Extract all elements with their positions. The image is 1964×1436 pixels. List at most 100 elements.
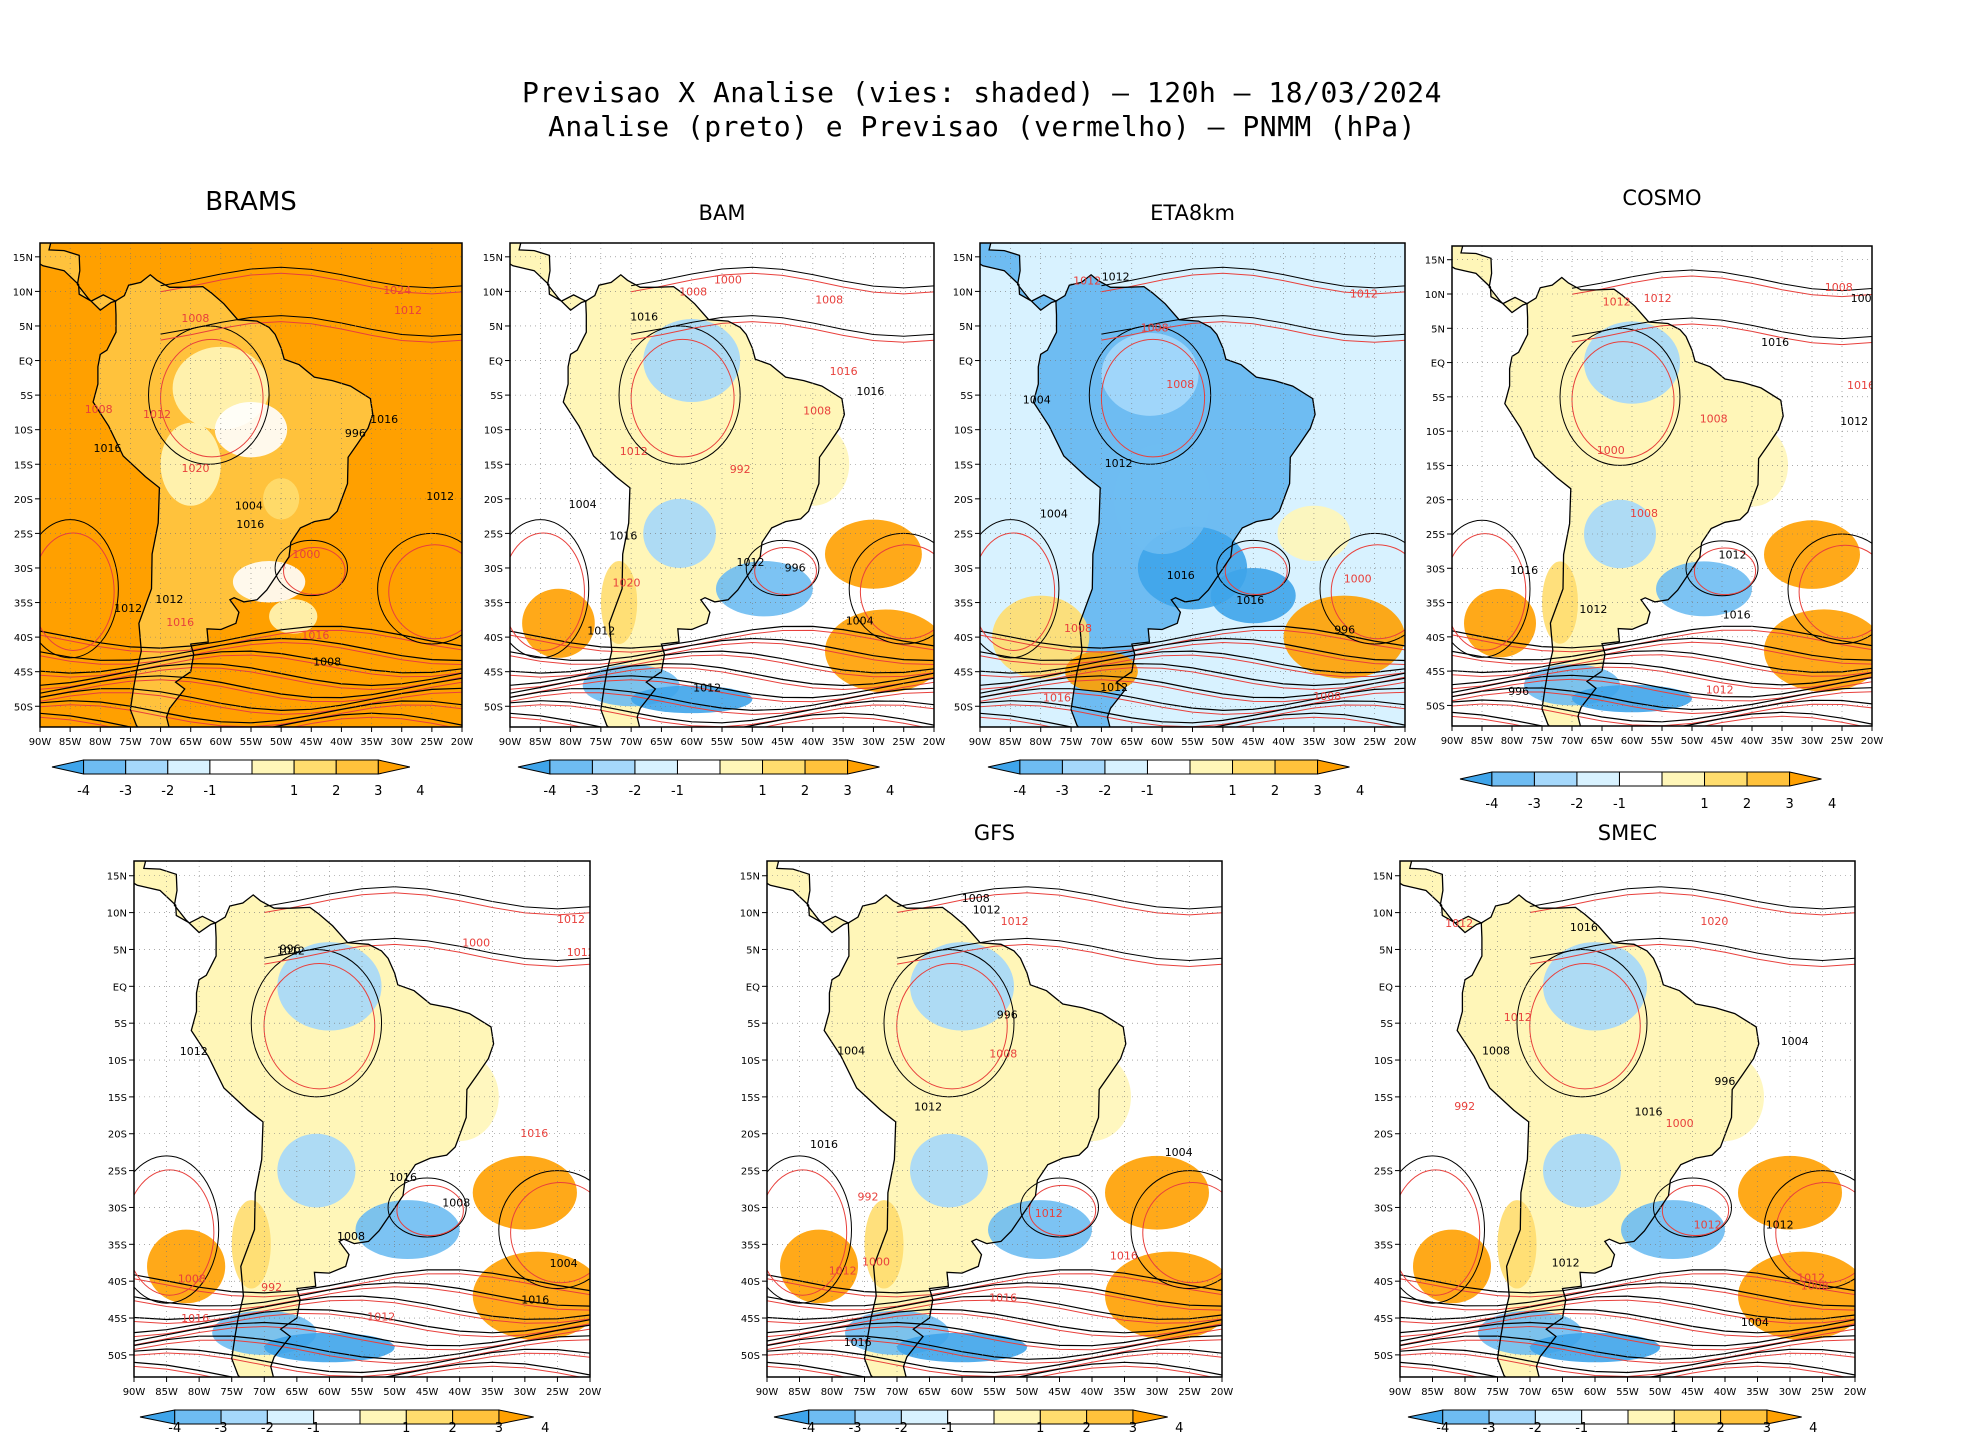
contour-label: 992 <box>730 463 751 476</box>
forecast-isobar <box>1693 547 1757 596</box>
lon-tick-label: 70W <box>1561 736 1584 747</box>
forecast-isobar <box>1571 275 1872 298</box>
contour-label: 1012 <box>1073 274 1101 287</box>
lat-tick-label: 10N <box>13 287 33 298</box>
contour-label: 1004 <box>846 615 874 628</box>
colorbar-swatch <box>1673 1409 1722 1425</box>
contour-label: 996 <box>997 1009 1018 1022</box>
contour-label: 1016 <box>1723 609 1751 622</box>
contour-label: 1016 <box>1236 594 1264 607</box>
forecast-isobar <box>767 1325 1222 1351</box>
forecast-isobar <box>40 532 115 651</box>
contour-label: 1016 <box>1847 379 1875 392</box>
contour-label: 1012 <box>1035 1207 1063 1220</box>
lat-tick-label: EQ <box>19 357 33 368</box>
colorbar-label: -4 <box>168 1421 181 1436</box>
forecast-isobar <box>767 1312 1222 1338</box>
analysis-isobar <box>1216 539 1291 597</box>
lat-tick-label: 10S <box>954 426 973 437</box>
lat-tick-label: 5S <box>747 1019 760 1030</box>
lat-tick-label: 25S <box>108 1167 127 1178</box>
lon-tick-label: 65W <box>918 1387 941 1398</box>
colorbar-swatch <box>1746 771 1791 787</box>
colorbar-swatch <box>947 1409 995 1425</box>
analysis-isobar <box>250 948 383 1098</box>
lat-tick-label: 35S <box>954 599 973 610</box>
analysis-isobar <box>1400 1361 1855 1377</box>
analysis-isobar <box>980 700 1405 724</box>
forecast-isobar <box>980 667 1405 691</box>
bias-region <box>776 422 850 506</box>
lon-tick-label: 20W <box>923 737 946 748</box>
forecast-isobar <box>1400 1286 1855 1311</box>
lon-tick-label: 70W <box>149 737 172 748</box>
contour-label: 1012 <box>1694 1219 1722 1232</box>
lat-tick-label: EQ <box>959 357 973 368</box>
lat-tick-label: 50S <box>1374 1351 1393 1362</box>
contour-label: 1012 <box>1105 457 1133 470</box>
analysis-isobar <box>40 519 119 659</box>
colorbar-swatch <box>804 759 849 775</box>
forecast-isobar <box>134 1339 590 1364</box>
lat-tick-label: 20S <box>954 495 973 506</box>
contour-label: 1012 <box>394 304 422 317</box>
colorbar-swatch <box>313 1409 361 1425</box>
colorbar-label: 4 <box>1809 1421 1817 1436</box>
colorbar-swatch <box>1720 1409 1768 1425</box>
colorbar-end-right <box>377 759 411 775</box>
analysis-isobar <box>1763 1170 1855 1290</box>
lon-tick-label: 45W <box>1048 1387 1071 1398</box>
analysis-isobar <box>883 948 1015 1098</box>
lat-tick-label: 30S <box>484 564 503 575</box>
contour-label: 1012 <box>1579 603 1607 616</box>
lon-tick-label: 20W <box>1844 1387 1867 1398</box>
lon-tick-label: 75W <box>119 737 142 748</box>
bias-region <box>1738 1155 1842 1230</box>
lon-tick-label: 25W <box>1811 1387 1834 1398</box>
forecast-isobar <box>134 1286 590 1311</box>
lon-tick-label: 90W <box>123 1387 146 1398</box>
colorbar-swatch <box>1039 1409 1088 1425</box>
colorbar-label: 4 <box>1356 784 1364 799</box>
lon-tick-label: 45W <box>1711 736 1734 747</box>
forecast-isobar <box>264 892 590 916</box>
forecast-isobar <box>134 1325 590 1351</box>
contour-label: 996 <box>345 427 366 440</box>
analysis-isobar <box>745 539 820 597</box>
colorbar-swatch <box>1232 759 1276 775</box>
colorbar: -4 -3 -2 -1 1 2 3 4 <box>987 759 1364 799</box>
lat-tick-label: 15N <box>107 872 127 883</box>
contour-label: 1016 <box>1043 691 1071 704</box>
lat-tick-label: 35S <box>1374 1240 1393 1251</box>
analysis-isobar <box>264 937 590 962</box>
analysis-isobar <box>1400 1282 1855 1307</box>
colorbar-label: 3 <box>1785 797 1793 812</box>
lon-tick-label: 40W <box>802 737 825 748</box>
colorbar-end-right <box>1132 1409 1168 1425</box>
colorbar-end-right <box>1789 771 1822 787</box>
analysis-isobar <box>510 650 934 674</box>
lat-tick-label: 10S <box>108 1056 127 1067</box>
analysis-isobar <box>1571 317 1872 340</box>
colorbar-end-left <box>987 759 1021 775</box>
contour-label: 1008 <box>1801 1279 1829 1292</box>
forecast-isobar <box>134 1169 215 1296</box>
forecast-isobar <box>896 892 1222 916</box>
colorbar-end-left <box>1459 771 1493 787</box>
lat-tick-label: 10N <box>483 287 503 298</box>
colorbar-swatch <box>452 1409 500 1425</box>
analysis-isobar <box>980 519 1060 659</box>
lon-tick-label: 35W <box>1746 1387 1769 1398</box>
lon-tick-label: 20W <box>1861 736 1884 747</box>
colorbar-label: -1 <box>307 1421 320 1436</box>
analysis-isobar <box>1452 674 1872 698</box>
contour-label: 996 <box>785 562 806 575</box>
lat-tick-label: 10N <box>1373 909 1393 920</box>
contour-label: 1012 <box>1102 271 1130 284</box>
lat-tick-label: 45S <box>108 1314 127 1325</box>
lon-tick-label: 90W <box>29 737 52 748</box>
analysis-isobar <box>1400 1155 1485 1304</box>
forecast-isobar <box>1452 641 1872 665</box>
contour-label: 1012 <box>693 682 721 695</box>
analysis-isobar <box>631 266 934 289</box>
